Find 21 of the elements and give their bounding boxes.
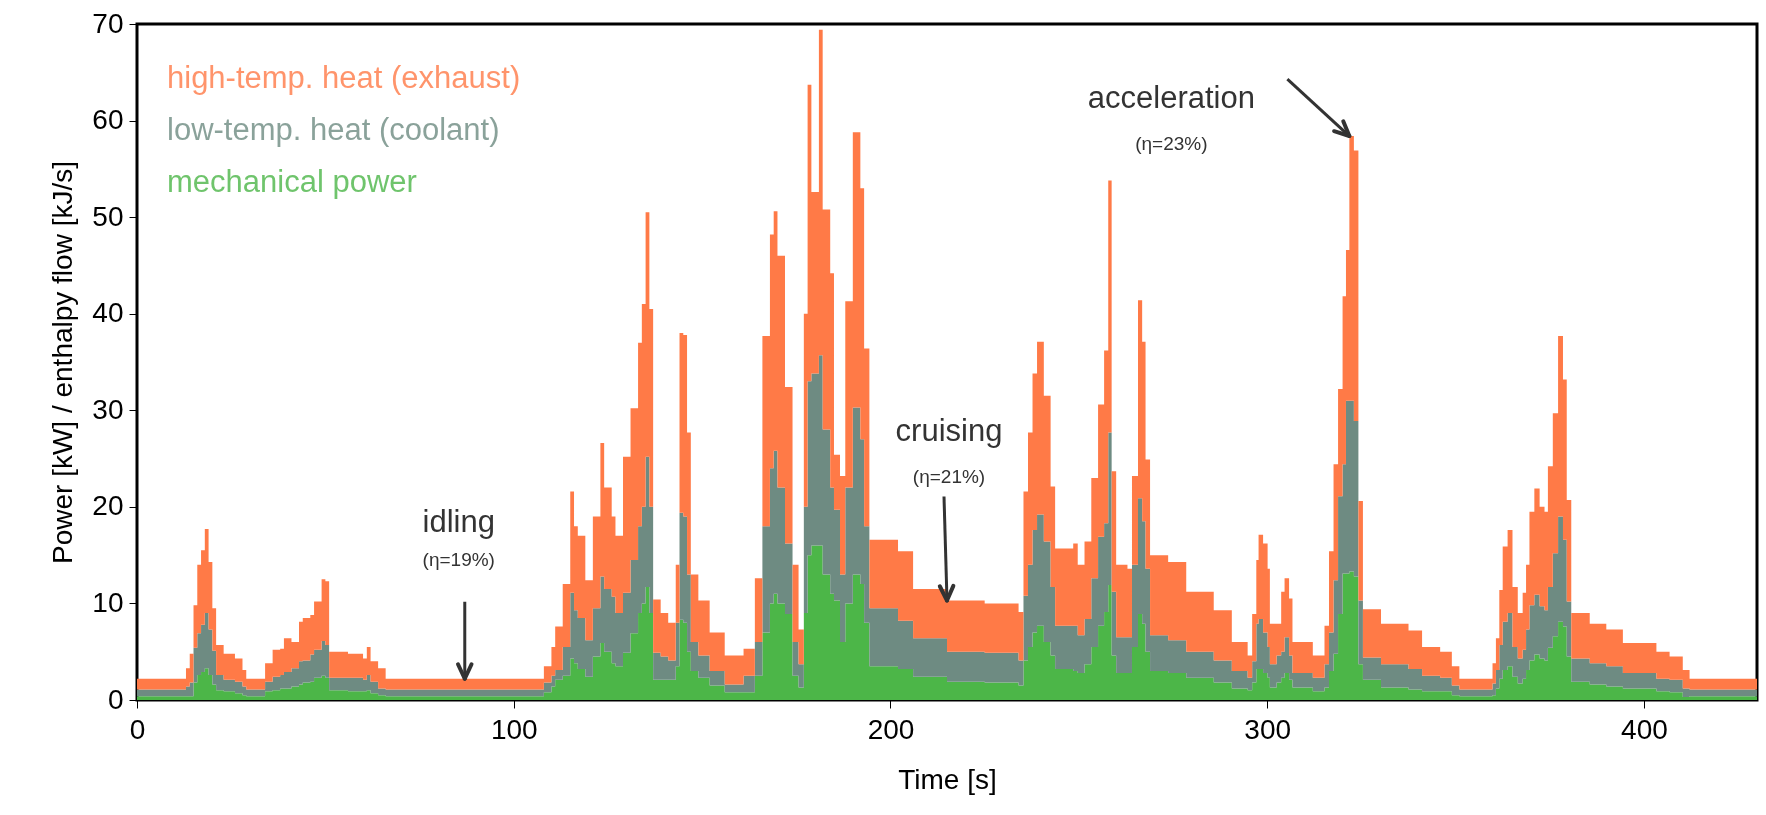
y-tick-label: 10 [92, 586, 124, 618]
x-tick-label: 0 [129, 713, 146, 745]
x-tick-label: 100 [490, 713, 538, 745]
y-tick-label: 50 [92, 200, 124, 232]
y-tick-label: 70 [92, 7, 124, 39]
x-tick-label: 200 [867, 713, 915, 745]
text: mechanical power [167, 164, 417, 199]
x-axis-title: Time [s] [898, 763, 997, 795]
text: low-temp. heat (coolant) [167, 112, 500, 147]
x-tick-label: 300 [1244, 713, 1292, 745]
x-tick-label: 400 [1621, 713, 1668, 745]
text: high-temp. heat (exhaust) [167, 60, 521, 95]
annotation: cruising (η=21%) [895, 412, 1003, 487]
annotation: acceleration (η=23%) [1087, 80, 1255, 155]
y-tick-label: 40 [92, 297, 124, 329]
y-tick-label: 60 [92, 104, 124, 136]
annotation: idling (η=19%) [422, 503, 495, 570]
y-tick-label: 0 [107, 683, 124, 715]
y-tick-label: 20 [92, 490, 124, 522]
y-tick-label: 30 [92, 393, 124, 425]
y-axis-title: Power [kW] / enthalpy flow [kJ/s] [47, 160, 79, 565]
